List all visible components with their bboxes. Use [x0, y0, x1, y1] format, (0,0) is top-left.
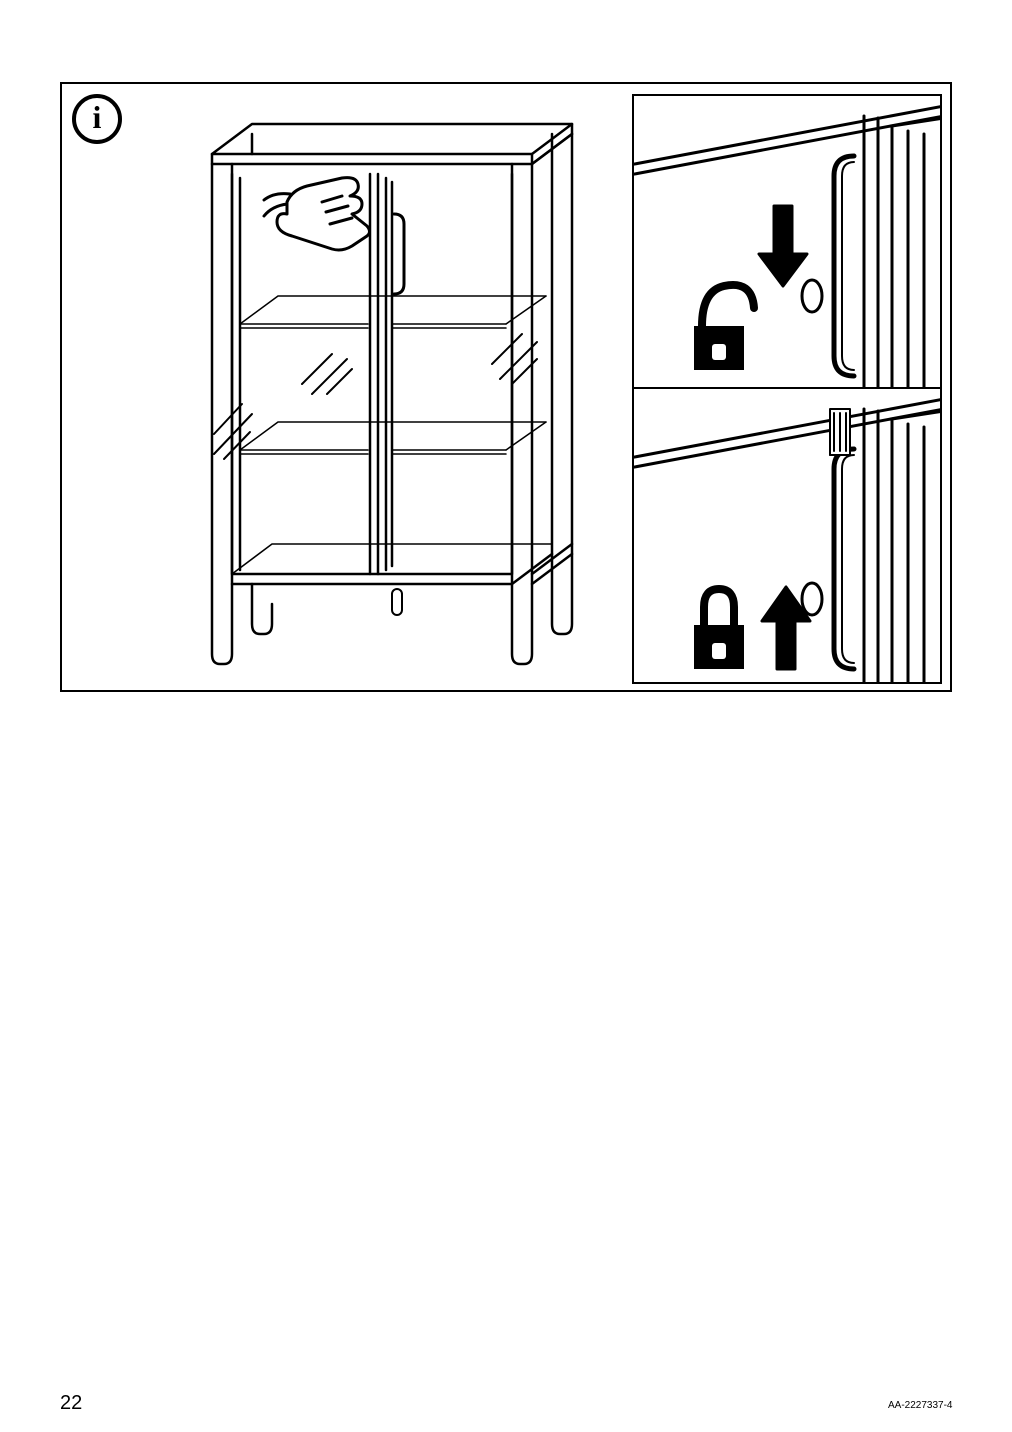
info-glyph: i: [93, 101, 102, 133]
cabinet-illustration: [192, 94, 582, 684]
detail-unlock: [632, 94, 942, 389]
pointing-hand-icon: [264, 178, 370, 250]
page-number: 22: [60, 1392, 82, 1415]
open-padlock-icon: [694, 285, 754, 370]
instruction-frame: i: [60, 82, 952, 692]
detail-lock: [632, 389, 942, 684]
info-icon: i: [72, 94, 122, 144]
arrow-down-icon: [759, 206, 807, 286]
closed-padlock-icon: [694, 589, 744, 669]
page: i: [0, 0, 1012, 1432]
document-id: AA-2227337-4: [888, 1400, 953, 1411]
